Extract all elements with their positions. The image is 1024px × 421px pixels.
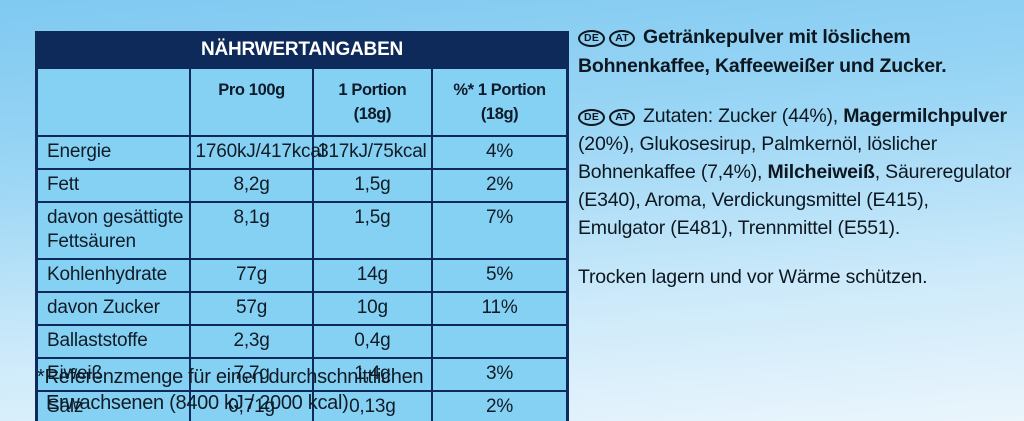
value-percent: 5% [431,258,569,293]
country-badge-group: DE AT [578,26,639,48]
value-per-portion: 0,4g [311,324,434,359]
column-header-portion: 1 Portion (18g) [311,67,434,137]
value-percent: 2% [431,390,569,421]
value-per-100g: 77g [189,258,314,293]
footnote-line: Erwachsenen (8400 kJ / 2000 kcal) [46,392,349,414]
column-header-per-100g: Pro 100g [189,67,314,137]
nutrient-label: Fett [35,168,192,203]
table-row: Ballaststoffe 2,3g 0,4g [35,324,569,359]
footnote-line: *Referenzmenge für einen durchschnittlic… [37,366,424,388]
value-per-portion: 1,4g [311,357,434,392]
ingredients-panel: DE AT Getränkepulver mit löslichem Bohnenk… [578,23,1014,312]
table-row: Energie 1760kJ/417kcal 317kJ/75kcal 4% [35,135,569,170]
ingredient-highlight: Milcheiweiß [767,161,875,183]
table-row: Kohlenhydrate 77g 14g 5% [35,258,569,293]
country-badge-de: DE [578,109,606,126]
value-percent: 4% [431,135,569,170]
column-header-percent-portion: %* 1 Portion (18g) [431,67,569,137]
value-percent: 3% [431,357,569,392]
table-row: davon Zucker 57g 10g 11% [35,291,569,326]
column-header-empty [35,67,192,137]
value-per-portion: 1,5g [311,168,434,203]
nutrient-label: Kohlenhydrate [35,258,192,293]
value-percent: 11% [431,291,569,326]
value-per-100g: 8,1g [189,201,314,260]
label-text: (20%), Glukosesirup, Palmkernöl, löslich… [578,133,937,183]
label-paragraph: DE AT Getränkepulver mit löslichem Bohnenk… [578,23,1014,81]
value-percent [431,324,569,359]
table-row: davon gesättigte Fettsäuren 8,1g 1,5g 7% [35,201,569,260]
nutrient-label: Ballaststoffe [35,324,192,359]
value-per-portion: 14g [311,258,434,293]
ingredient-highlight: Getränkepulver mit löslichem Bohnenkaffe… [578,26,947,77]
value-per-portion: 1,5g [311,201,434,260]
country-badge-de: DE [578,30,606,47]
value-per-100g: 2,3g [189,324,314,359]
nutrition-table: NÄHRWERTANGABEN Pro 100g 1 Portion (18g)… [35,31,569,421]
value-per-100g: 8,2g [189,168,314,203]
value-per-portion: 10g [311,291,434,326]
nutrient-label: Energie [35,135,192,170]
value-per-portion: 0,13g [311,390,434,421]
nutrient-label: davon gesättigte Fettsäuren [35,201,192,260]
value-per-100g: 57g [189,291,314,326]
nutrient-label: davon Zucker [35,291,192,326]
reference-footnote: *Referenzmenge für einen durchschnittlic… [37,364,424,416]
value-per-100g: 1760kJ/417kcal [189,135,325,170]
value-per-100g: 0,71g [189,390,314,421]
table-row: Fett 8,2g 1,5g 2% [35,168,569,203]
value-per-100g: 7,7g [189,357,314,392]
label-text: , Säureregulator (E340), Aroma, Verdicku… [578,161,1012,239]
country-badge-at: AT [609,109,636,126]
label-paragraph: DE AT Zutaten: Zucker (44%), Magermilchpul… [578,102,1014,242]
nutrient-label: Salz [35,390,192,421]
country-badge-group: DE AT [578,105,639,127]
nutrition-table-wrap: NÄHRWERTANGABEN Pro 100g 1 Portion (18g)… [35,31,569,421]
nutrition-table-title: NÄHRWERTANGABEN [35,31,569,69]
label-text: Zutaten: Zucker (44%), [643,105,844,127]
value-percent: 7% [431,201,569,260]
ingredient-highlight: Magermilchpulver [843,105,1007,127]
table-row: Salz 0,71g 0,13g 2% [35,390,569,421]
label-text: Trocken lagern und vor Wärme schützen. [578,266,928,288]
table-row: Eiweiß 7,7g 1,4g 3% [35,357,569,392]
value-percent: 2% [431,168,569,203]
label-paragraph: Trocken lagern und vor Wärme schützen. [578,263,1014,291]
value-per-portion: 317kJ/75kcal [311,135,434,170]
nutrition-table-body: Energie 1760kJ/417kcal 317kJ/75kcal 4% Fett 8… [35,135,569,421]
nutrient-label: Eiweiß [35,357,192,392]
country-badge-at: AT [609,30,636,47]
